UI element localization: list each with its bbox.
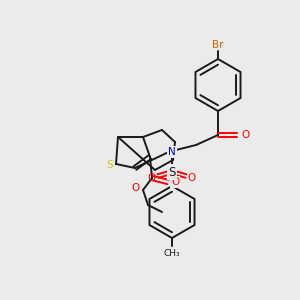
Text: CH₃: CH₃	[164, 248, 180, 257]
Text: S: S	[168, 166, 176, 178]
Text: O: O	[171, 177, 179, 187]
Text: Br: Br	[212, 40, 224, 50]
Text: O: O	[132, 183, 140, 193]
Text: N: N	[168, 147, 176, 157]
Text: O: O	[188, 173, 196, 183]
Text: S: S	[107, 160, 113, 170]
Text: O: O	[148, 173, 156, 183]
Text: O: O	[241, 130, 249, 140]
